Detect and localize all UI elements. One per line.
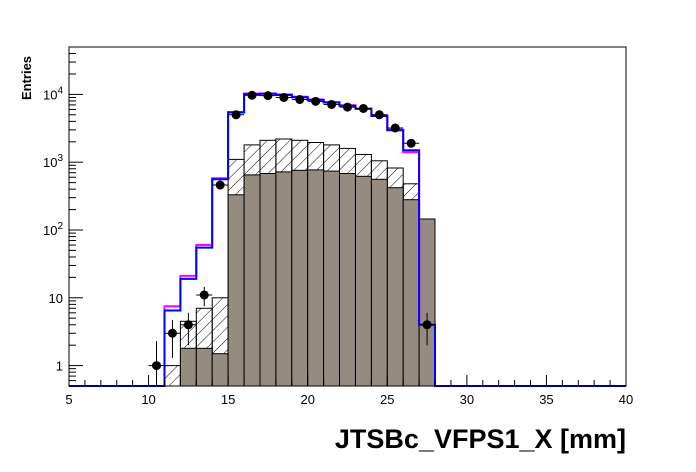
gray-bin-bar (355, 175, 372, 387)
gray-bin-bar (386, 187, 404, 387)
data-point (183, 320, 193, 330)
gray-bin-bar (307, 169, 325, 387)
data-point (374, 110, 384, 120)
x-tick-label: 25 (380, 392, 394, 407)
y-tick-label: 104 (43, 85, 63, 102)
gray-bin-bar (339, 173, 356, 387)
x-tick-label: 20 (300, 392, 314, 407)
gray-bin-bar (402, 199, 420, 387)
gray-bin-bar (291, 169, 309, 387)
x-tick-label: 15 (221, 392, 235, 407)
y-tick-label: 10 (49, 291, 63, 306)
y-axis-label: Entries (19, 56, 34, 100)
x-tick-label: 10 (141, 392, 155, 407)
y-tick-label: 1 (56, 359, 63, 374)
data-point (215, 180, 225, 190)
data-point (390, 123, 400, 133)
gray-bin-bar (275, 171, 293, 387)
gray-bin-bar (259, 173, 277, 387)
x-tick-label: 5 (65, 392, 72, 407)
data-point (327, 99, 337, 109)
gray-bin-bar (370, 178, 388, 387)
data-point (311, 96, 321, 106)
gray-bin-bar (227, 194, 245, 387)
data-point (422, 320, 432, 330)
data-point (406, 138, 416, 148)
data-point (263, 91, 273, 101)
data-point (152, 361, 162, 371)
gray-bin-bar (195, 347, 213, 387)
x-axis-label: JTSBc_VFPS1_X [mm] (335, 424, 626, 454)
gray-bin-bar (418, 218, 436, 387)
data-point (343, 102, 352, 112)
gray-bin-bar (179, 347, 197, 387)
x-tick-label: 35 (539, 392, 553, 407)
data-point (279, 92, 289, 102)
data-point (199, 290, 209, 300)
hatched-bin-bar (164, 365, 181, 387)
data-point (295, 95, 305, 105)
gray-bin-bar (243, 174, 261, 387)
data-point (358, 103, 368, 113)
gray-bin-bar (211, 353, 229, 387)
x-tick-label: 40 (619, 392, 633, 407)
y-tick-label: 103 (43, 153, 63, 170)
gray-bin-bar (323, 170, 341, 387)
y-tick-label: 102 (43, 221, 63, 238)
x-tick-label: 30 (460, 392, 474, 407)
data-point (231, 110, 241, 120)
data-point (167, 328, 177, 338)
data-point (247, 90, 257, 100)
plot-frame (68, 46, 627, 387)
